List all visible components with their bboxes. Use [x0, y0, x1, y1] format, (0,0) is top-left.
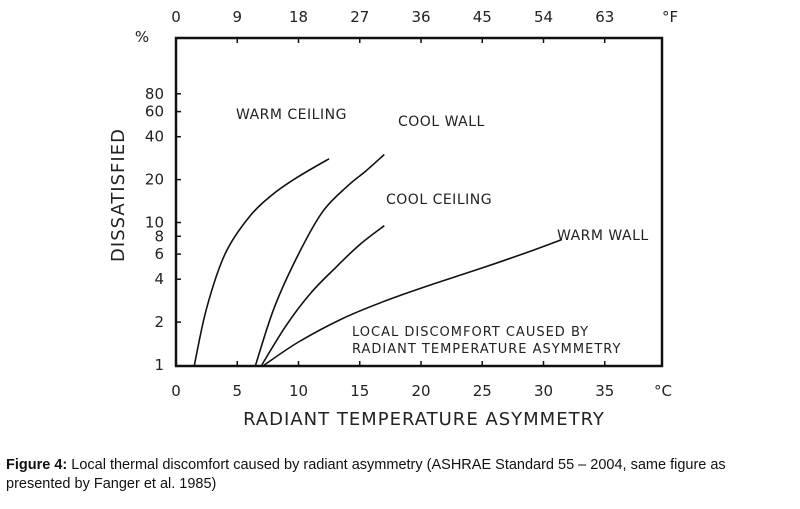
x-unit-label: °C	[654, 382, 672, 400]
y-tick-label: 60	[145, 103, 164, 121]
annotation-line-2: RADIANT TEMPERATURE ASYMMETRY	[352, 342, 621, 357]
x-top-tick-label: 0	[171, 8, 181, 26]
x-top-tick-label: 9	[232, 8, 242, 26]
series-label-warm-ceiling: WARM CEILING	[236, 107, 347, 123]
x-axis-title: RADIANT TEMPERATURE ASYMMETRY	[243, 409, 605, 430]
caption-text: Local thermal discomfort caused by radia…	[6, 457, 726, 492]
x-tick-label: 0	[171, 382, 181, 400]
x-tick-label: 5	[232, 382, 242, 400]
x-top-unit-label: °F	[662, 8, 678, 26]
figure-caption: Figure 4: Local thermal discomfort cause…	[6, 456, 794, 494]
curve-labels: WARM CEILING COOL WALL COOL CEILING WARM WA…	[236, 107, 649, 244]
series-label-cool-wall: COOL WALL	[398, 114, 485, 130]
series-line-cool-ceiling	[261, 225, 385, 366]
x-top-tick-label: 36	[411, 8, 430, 26]
series-line-cool-wall	[254, 153, 385, 366]
y-tick-label: 6	[154, 245, 164, 263]
y-tick-label: 80	[145, 85, 164, 103]
x-tick-label: 20	[411, 382, 430, 400]
x-top-tick-label: 63	[595, 8, 614, 26]
x-tick-label: 30	[534, 382, 553, 400]
y-unit-label: %	[135, 28, 149, 46]
series-label-cool-ceiling: COOL CEILING	[386, 192, 492, 208]
x-tick-label: 10	[289, 382, 308, 400]
y-axis-title: DISSATISFIED	[108, 128, 129, 262]
chart: 0 5 10 15 20 25 30 35 0 9 18 27 36 45 54 63 1246810204…	[108, 8, 678, 430]
y-tick-label: 2	[154, 313, 164, 331]
caption-label: Figure 4:	[6, 457, 68, 473]
y-tick-label: 20	[145, 171, 164, 189]
curves	[193, 153, 563, 366]
x-axis-bottom: 0 5 10 15 20 25 30 35	[171, 361, 614, 400]
y-tick-label: 1	[154, 356, 164, 374]
x-top-tick-label: 18	[289, 8, 308, 26]
x-top-tick-label: 54	[534, 8, 553, 26]
x-tick-label: 15	[350, 382, 369, 400]
x-tick-label: 25	[473, 382, 492, 400]
y-tick-label: 40	[145, 128, 164, 146]
series-line-warm-wall	[263, 238, 563, 366]
plot-frame	[174, 36, 664, 368]
y-tick-label: 4	[154, 270, 164, 288]
x-top-tick-label: 45	[473, 8, 492, 26]
x-top-tick-label: 27	[350, 8, 369, 26]
y-tick-label: 10	[145, 214, 164, 232]
x-tick-label: 35	[595, 382, 614, 400]
annotation-line-1: LOCAL DISCOMFORT CAUSED BY	[352, 325, 589, 340]
x-axis-top: 0 9 18 27 36 45 54 63	[171, 8, 614, 43]
series-label-warm-wall: WARM WALL	[557, 228, 649, 244]
series-line-warm-ceiling	[193, 158, 330, 366]
y-tick-label: 8	[154, 227, 164, 245]
